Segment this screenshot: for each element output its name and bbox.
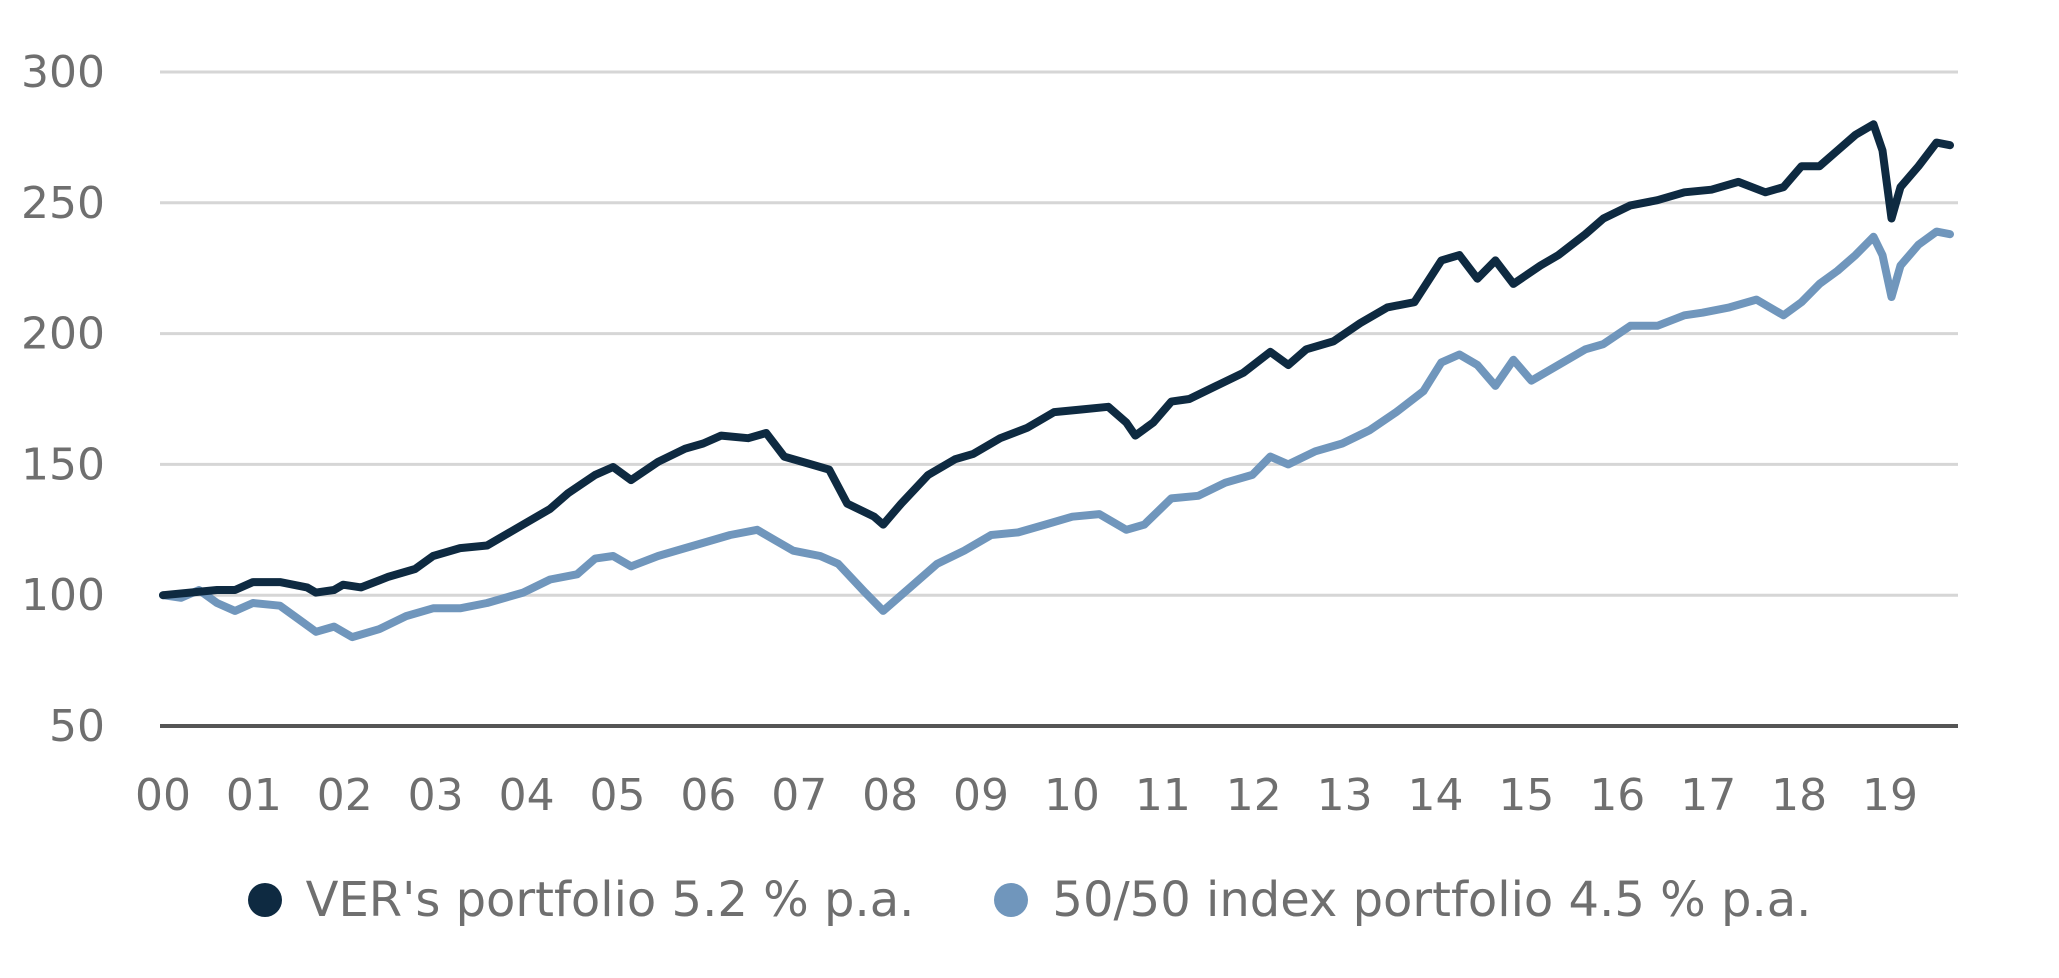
x-tick-label-15: 15	[1498, 770, 1554, 821]
x-tick-label-17: 17	[1680, 770, 1736, 821]
legend: VER's portfolio 5.2 % p.a. 50/50 index p…	[0, 872, 2059, 928]
x-tick-label-12: 12	[1226, 770, 1282, 821]
x-tick-label-19: 19	[1862, 770, 1918, 821]
x-axis-ticks: 00 01 02 03 04 05 06 07 08 09 10 11 12 13 14 15 16 17 18 19	[135, 770, 1918, 821]
x-tick-label-00: 00	[135, 770, 191, 821]
legend-item-ver: VER's portfolio 5.2 % p.a.	[247, 872, 915, 928]
x-tick-label-18: 18	[1771, 770, 1827, 821]
y-tick-label-250: 250	[21, 178, 105, 229]
legend-swatch-ver	[247, 883, 282, 917]
x-tick-label-16: 16	[1589, 770, 1645, 821]
legend-label-ver: VER's portfolio 5.2 % p.a.	[305, 872, 915, 928]
x-tick-label-14: 14	[1408, 770, 1464, 821]
legend-label-index: 50/50 index portfolio 4.5 % p.a.	[1052, 872, 1812, 928]
y-tick-label-200: 200	[21, 309, 105, 360]
x-tick-label-09: 09	[953, 770, 1009, 821]
x-tick-label-01: 01	[226, 770, 282, 821]
x-tick-label-11: 11	[1135, 770, 1191, 821]
y-tick-label-150: 150	[21, 439, 105, 490]
y-axis-ticks: 300 250 200 150 100 50	[21, 47, 105, 752]
x-tick-label-07: 07	[771, 770, 827, 821]
x-tick-label-04: 04	[499, 770, 555, 821]
y-tick-label-100: 100	[21, 570, 105, 621]
y-tick-label-300: 300	[21, 47, 105, 98]
x-tick-label-13: 13	[1317, 770, 1373, 821]
y-tick-label-50: 50	[49, 701, 105, 752]
gridlines	[160, 70, 1958, 728]
legend-swatch-index	[994, 883, 1029, 917]
x-tick-label-05: 05	[589, 770, 645, 821]
series-line-0	[159, 120, 1954, 600]
x-tick-label-02: 02	[317, 770, 373, 821]
series-line-1	[159, 227, 1954, 642]
x-tick-label-08: 08	[862, 770, 918, 821]
x-tick-label-03: 03	[408, 770, 464, 821]
legend-item-index: 50/50 index portfolio 4.5 % p.a.	[994, 872, 1811, 928]
x-tick-label-06: 06	[680, 770, 736, 821]
chart-plot: 300 250 200 150 100 50 00 01 02 03 04 05 06 07 08 09 10…	[21, 47, 1958, 821]
x-tick-label-10: 10	[1044, 770, 1100, 821]
series-lines	[159, 120, 1954, 642]
